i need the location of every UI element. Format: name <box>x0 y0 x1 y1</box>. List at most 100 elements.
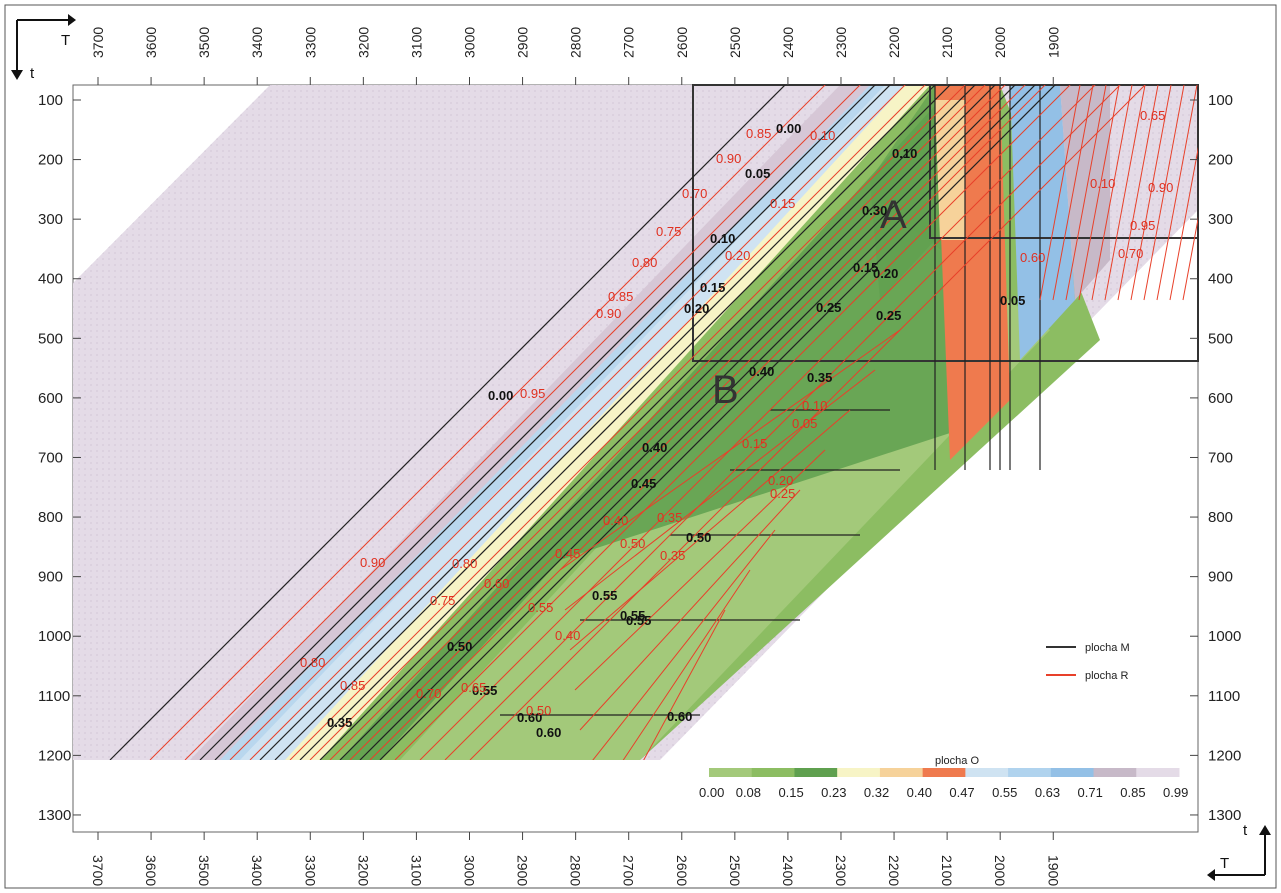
colorbar-tick-label: 0.63 <box>1035 785 1060 800</box>
contour-line-r <box>249 85 926 760</box>
y-tick-label-right: 300 <box>1208 211 1233 228</box>
y-tick-label-right: 400 <box>1208 271 1233 288</box>
colorbar-tick-label: 0.15 <box>778 785 803 800</box>
contour-line-r <box>622 569 751 760</box>
contour-label-r: 0.90 <box>1148 180 1173 195</box>
colorbar-swatch <box>1050 768 1095 777</box>
x-tick-label-top: 2300 <box>833 27 849 58</box>
contour-line-r <box>349 85 1026 760</box>
contour-label-r: 0.25 <box>770 486 795 501</box>
x-tick-label-top: 3000 <box>461 27 477 58</box>
axis-arrows-bottom-right: T t <box>1207 822 1271 881</box>
colorbar-swatch <box>879 768 924 777</box>
colorbar-swatch <box>837 768 881 777</box>
contour-line-r <box>1039 85 1081 301</box>
contour-label-m: 0.40 <box>749 364 774 379</box>
contour-label-m: 0.55 <box>620 608 645 623</box>
contour-line-m <box>274 85 951 760</box>
contour-label-r: 0.65 <box>461 680 486 695</box>
x-tick-label-top: 3100 <box>408 27 424 58</box>
contour-label-r: 0.55 <box>528 600 553 615</box>
y-tick-label-left: 400 <box>38 271 63 288</box>
contour-label-r: 0.95 <box>520 386 545 401</box>
x-tick-label-bottom: 2400 <box>780 855 796 886</box>
y-tick-label-left: 300 <box>38 211 63 228</box>
x-tick-label-bottom: 3200 <box>355 855 371 886</box>
contour-line-r <box>469 85 1146 760</box>
colorbar-tick-label: 0.99 <box>1163 785 1188 800</box>
legend-label: plocha M <box>1085 642 1130 654</box>
y-tick-label-left: 200 <box>38 152 63 169</box>
y-tick-label-left: 500 <box>38 330 63 347</box>
x-axis-letter-bottom: T <box>1220 855 1229 872</box>
contour-label-r: 0.15 <box>770 196 795 211</box>
contour-line-r <box>394 85 1071 760</box>
contour-label-r: 0.90 <box>596 306 621 321</box>
contour-line-r <box>289 85 966 760</box>
x-tick-label-top: 2900 <box>515 27 531 58</box>
y-tick-label-right: 1100 <box>1208 688 1240 705</box>
colorbar-swatch <box>709 768 753 777</box>
contour-label-r: 0.85 <box>340 678 365 693</box>
x-tick-label-top: 3600 <box>143 27 159 58</box>
contour-label-r: 0.35 <box>660 548 685 563</box>
contour-line-r <box>1130 85 1172 301</box>
x-axis-bottom-ticks: 3700 3600 3500 3400 3300 3200 3100 3000 2900 2800… <box>90 832 1061 886</box>
contour-label-m: 0.10 <box>710 231 735 246</box>
filled-bands <box>73 85 1198 760</box>
contour-label-m: 0.10 <box>892 146 917 161</box>
y-tick-label-left: 600 <box>38 390 63 407</box>
y-tick-label-left: 1100 <box>38 688 70 705</box>
colorbar-tick-label: 0.08 <box>736 785 761 800</box>
contour-line-m <box>259 85 936 760</box>
contour-labels-r: 0.95 0.90 0.85 0.80 0.90 0.85 0.80 0.75 0.70 0.90… <box>300 108 1173 718</box>
x-tick-label-bottom: 3100 <box>408 855 424 886</box>
contours-plocha-r <box>149 85 1198 760</box>
band-A-green <box>870 85 935 300</box>
contour-label-r: 0.10 <box>1090 176 1115 191</box>
contour-line-r <box>1143 85 1185 301</box>
colorbar-tick-label: 0.32 <box>864 785 889 800</box>
x-tick-label-bottom: 3300 <box>302 855 318 886</box>
x-tick-label-bottom: 1900 <box>1045 855 1061 886</box>
contour-label-m: 0.15 <box>853 260 878 275</box>
contour-line-r <box>1169 146 1198 301</box>
x-tick-label-bottom: 3600 <box>143 855 159 886</box>
contour-label-r: 0.90 <box>716 151 741 166</box>
colorbar-swatch <box>1008 768 1052 777</box>
contour-label-r: 0.05 <box>792 416 817 431</box>
x-tick-label-top: 2500 <box>727 27 743 58</box>
contour-label-m: 0.50 <box>447 639 472 654</box>
contour-label-r: 0.70 <box>1118 246 1143 261</box>
contour-label-r: 0.20 <box>725 248 750 263</box>
x-tick-label-bottom: 2300 <box>833 855 849 886</box>
x-tick-label-top: 3200 <box>355 27 371 58</box>
contour-label-m: 0.05 <box>1000 293 1025 308</box>
contour-label-m: 0.55 <box>592 588 617 603</box>
region-A-box <box>929 84 1199 239</box>
band-dark-green <box>340 100 990 760</box>
contour-line-r <box>309 85 986 760</box>
contour-line-m <box>299 85 976 760</box>
contour-label-m: 0.45 <box>631 476 656 491</box>
y-axis-letter-right: t <box>1243 822 1248 839</box>
contour-label-m: 0.15 <box>700 280 725 295</box>
contour-line-r <box>1091 85 1133 301</box>
colorbar-tick-label: 0.85 <box>1120 785 1145 800</box>
region-label-b: B <box>712 368 739 412</box>
y-tick-label-left: 1200 <box>38 747 71 764</box>
x-axis-letter-top: T <box>61 32 70 49</box>
colorbar: plocha O 0.00 0.08 0.15 0.23 0.32 0.40 0.47 0.55… <box>699 755 1188 800</box>
y-axis-right-ticks: 100 200 300 400 500 600 700 800 900 1000 1100 1200 1… <box>1190 92 1241 824</box>
colorbar-tick-label: 0.40 <box>907 785 932 800</box>
contour-label-m: 0.20 <box>873 266 898 281</box>
colorbar-swatch <box>922 768 966 777</box>
colorbar-swatch <box>965 768 1009 777</box>
contour-label-r: 0.10 <box>802 398 827 413</box>
contour-line-r <box>569 409 851 651</box>
contour-line-m <box>109 85 786 760</box>
x-tick-label-top: 3400 <box>249 27 265 58</box>
contour-line-r <box>1052 85 1094 301</box>
x-tick-label-top: 2000 <box>992 27 1008 58</box>
y-tick-label-left: 700 <box>38 449 63 466</box>
